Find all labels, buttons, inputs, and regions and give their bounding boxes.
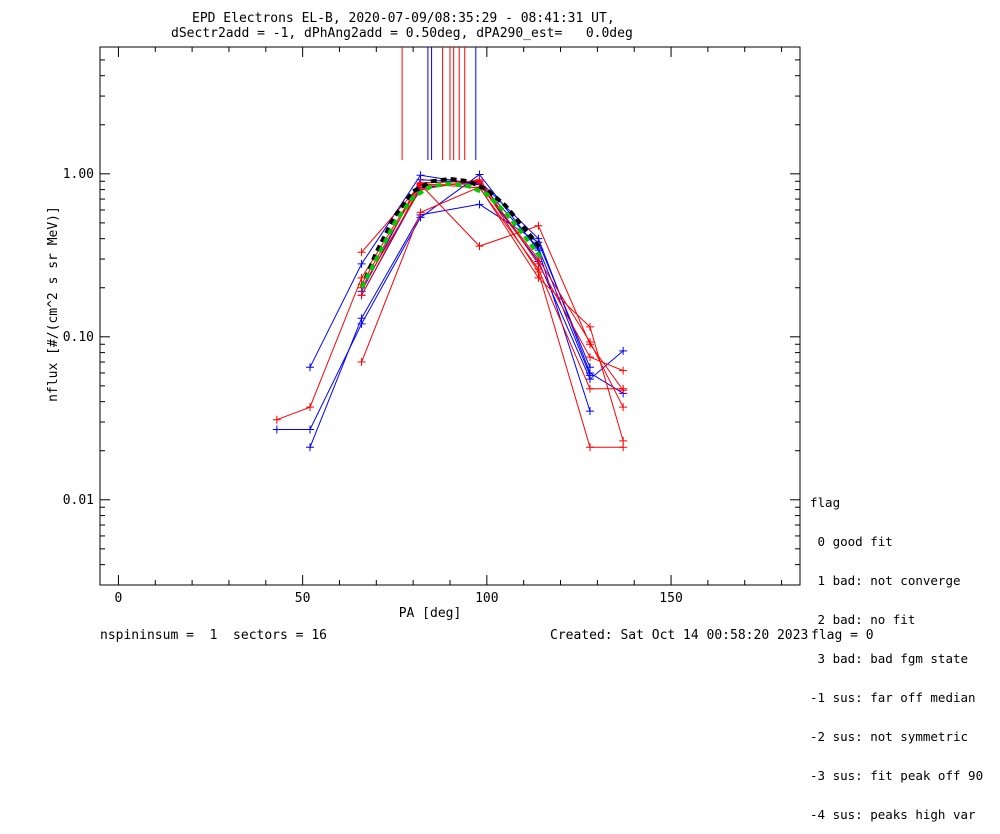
data-point: [306, 443, 314, 452]
data-point: [357, 291, 366, 300]
chart-plot: 0 50 100 150 0.01 0.10 1.00 PA [deg] nflux [#/(c…: [46, 46, 801, 621]
data-point: [272, 425, 281, 434]
data-point: [534, 221, 543, 230]
fit-curve: [359, 176, 544, 289]
x-tick-label: 50: [295, 591, 311, 606]
data-point: [586, 322, 594, 331]
data-point: [619, 403, 628, 412]
data-point: [475, 200, 484, 209]
data-point: [357, 259, 366, 268]
data-point: [586, 443, 594, 452]
footer-created-timestamp: Created: Sat Oct 14 00:58:20 2023: [550, 628, 809, 643]
data-point: [272, 415, 281, 424]
footer-flag: flag = 0: [811, 628, 874, 643]
data-point: [619, 346, 628, 355]
data-series-line: [361, 186, 624, 441]
flag-legend: flag 0 good fit 1 bad: not converge 2 ba…: [810, 470, 983, 834]
legend-item: -3 sus: fit peak off 90: [810, 768, 984, 783]
data-point: [586, 353, 594, 362]
x-axis-label: PA [deg]: [399, 606, 462, 621]
data-point: [357, 314, 366, 323]
data-point: [357, 358, 366, 367]
data-point: [619, 366, 628, 375]
data-point: [534, 273, 543, 282]
data-series-line: [361, 183, 624, 408]
data-point: [586, 407, 594, 416]
data-series-line: [361, 179, 624, 372]
fit-curve: [359, 181, 544, 289]
data-point: [586, 337, 594, 346]
data-series-line: [309, 203, 591, 448]
data-point: [306, 363, 314, 372]
y-tick-label: 0.01: [63, 493, 94, 508]
data-point: [586, 371, 594, 380]
data-point: [306, 403, 314, 412]
y-tick-label: 1.00: [63, 167, 94, 182]
legend-item: -4 sus: peaks high var: [810, 807, 976, 822]
legend-item: -1 sus: far off median: [810, 690, 976, 705]
data-point: [475, 242, 484, 251]
data-point: [534, 234, 543, 243]
legend-item: 2 bad: no fit: [810, 612, 916, 627]
x-tick-label: 100: [475, 591, 498, 606]
y-axis-label: nflux [#/(cm^2 s sr MeV)]: [46, 206, 61, 402]
legend-item: 1 bad: not converge: [810, 573, 961, 588]
legend-item: -2 sus: not symmetric: [810, 729, 969, 744]
footer-sector-info: nspininsum = 1 sectors = 16: [100, 628, 327, 643]
data-series-line: [276, 180, 624, 448]
data-point: [534, 265, 543, 274]
x-tick-label: 150: [659, 591, 682, 606]
chart-title-line2: dSectr2add = -1, dPhAng2add = 0.50deg, d…: [171, 26, 633, 41]
data-series-line: [309, 174, 624, 380]
data-point: [619, 384, 628, 393]
data-point: [619, 436, 628, 445]
chart-title-line1: EPD Electrons EL-B, 2020-07-09/08:35:29 …: [192, 11, 615, 26]
data-point: [306, 425, 314, 434]
legend-title: flag: [810, 495, 841, 510]
data-point: [586, 384, 594, 393]
data-point: [416, 208, 425, 217]
y-tick-label: 0.10: [63, 330, 94, 345]
x-tick-label: 0: [115, 591, 123, 606]
data-series-line: [361, 179, 591, 376]
data-point: [357, 248, 366, 257]
legend-item: 3 bad: bad fgm state: [810, 651, 969, 666]
legend-item: 0 good fit: [810, 534, 893, 549]
